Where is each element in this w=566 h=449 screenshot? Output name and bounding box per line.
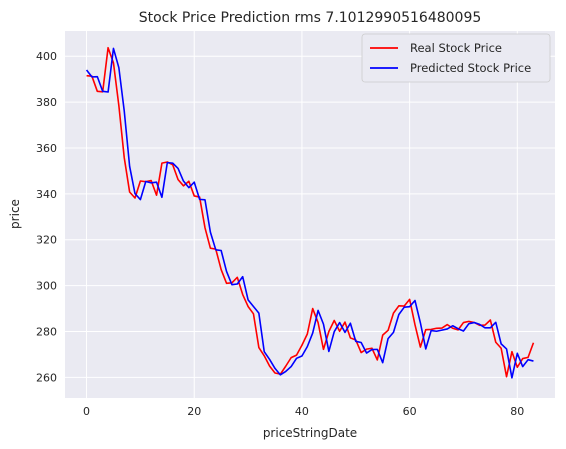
plot-area bbox=[65, 31, 555, 398]
chart-title: Stock Price Prediction rms 7.10129905164… bbox=[139, 10, 482, 26]
x-tick-label: 40 bbox=[295, 405, 309, 418]
x-axis-label: priceStringDate bbox=[263, 426, 357, 440]
x-tick-label: 60 bbox=[403, 405, 417, 418]
legend-label-predicted: Predicted Stock Price bbox=[410, 61, 531, 75]
y-tick-label: 360 bbox=[36, 142, 57, 155]
x-tick-label: 80 bbox=[510, 405, 524, 418]
y-tick-label: 280 bbox=[36, 325, 57, 338]
legend-label-real: Real Stock Price bbox=[410, 41, 502, 55]
y-tick-label: 400 bbox=[36, 50, 57, 63]
x-tick-label: 20 bbox=[187, 405, 201, 418]
y-tick-label: 300 bbox=[36, 280, 57, 293]
y-tick-label: 340 bbox=[36, 188, 57, 201]
legend: Real Stock Price Predicted Stock Price bbox=[362, 34, 550, 82]
x-tick-label: 0 bbox=[83, 405, 90, 418]
y-tick-label: 320 bbox=[36, 234, 57, 247]
y-tick-label: 380 bbox=[36, 96, 57, 109]
y-axis-label: price bbox=[8, 199, 22, 229]
y-tick-label: 260 bbox=[36, 371, 57, 384]
